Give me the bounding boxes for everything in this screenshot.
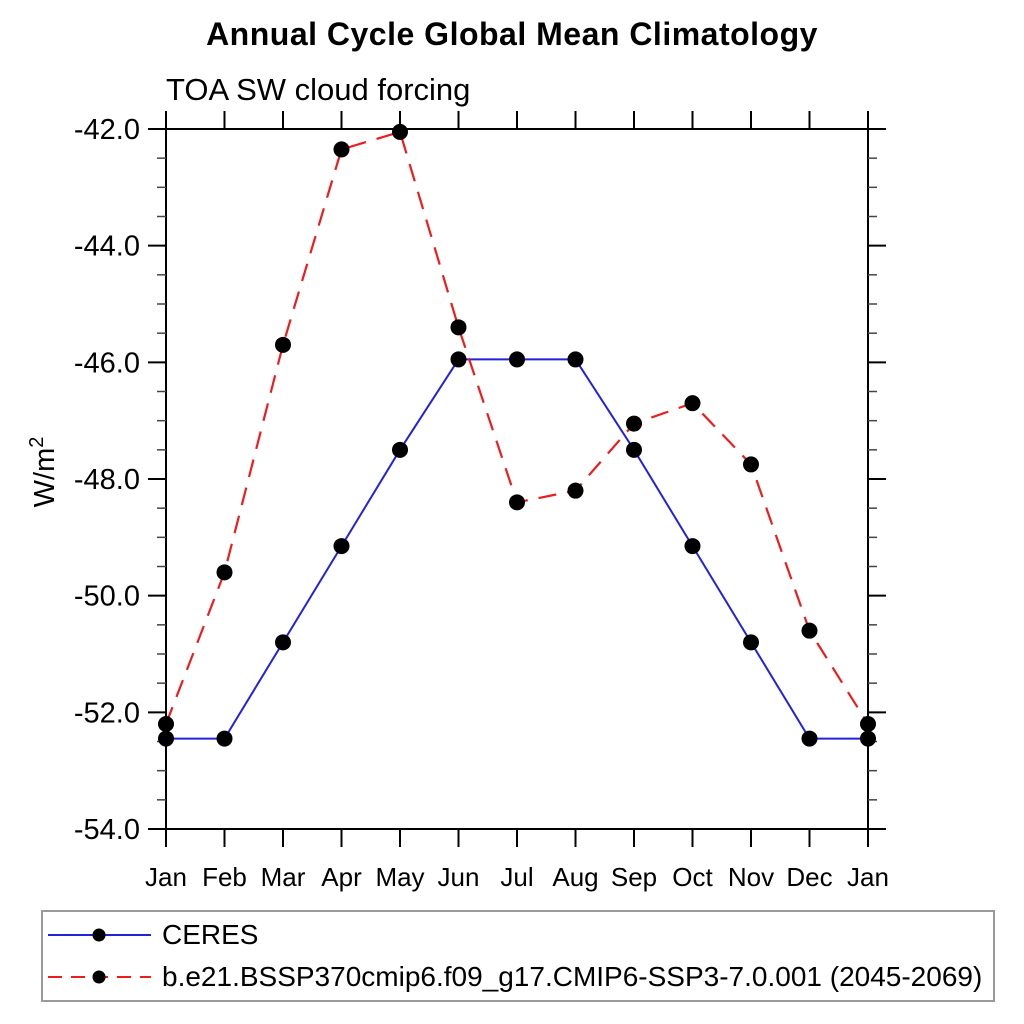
x-tick-label: Nov — [728, 862, 774, 892]
legend-label-model: b.e21.BSSP370cmip6.f09_g17.CMIP6-SSP3-7.… — [162, 961, 983, 992]
legend-item-model: b.e21.BSSP370cmip6.f09_g17.CMIP6-SSP3-7.… — [43, 956, 993, 998]
data-point-marker — [392, 441, 408, 458]
data-point-marker — [626, 441, 642, 458]
x-tick-label: Jan — [145, 862, 187, 892]
data-point-marker — [509, 351, 525, 368]
series-line-ceres — [166, 358, 868, 740]
legend: CERES b.e21.BSSP370cmip6.f09_g17.CMIP6-S… — [41, 910, 995, 1002]
data-point-marker — [333, 538, 350, 555]
data-point-marker — [450, 351, 467, 368]
data-point-marker — [801, 622, 818, 639]
data-point-marker — [567, 482, 584, 499]
data-point-marker — [743, 634, 759, 651]
data-point-marker — [567, 351, 584, 368]
data-point-marker — [450, 319, 467, 336]
x-tick-label: Sep — [611, 862, 657, 892]
x-tick-label: Jan — [847, 862, 889, 892]
legend-item-ceres: CERES — [43, 914, 993, 956]
data-point-marker — [392, 123, 408, 140]
y-tick-label: -44.0 — [74, 231, 140, 263]
y-tick-label: -52.0 — [74, 697, 140, 729]
y-tick-label: -54.0 — [74, 814, 140, 846]
data-point-marker — [626, 415, 642, 432]
chart-title: Annual Cycle Global Mean Climatology — [206, 16, 818, 52]
data-point-marker — [684, 395, 701, 412]
x-tick-label: Jun — [438, 862, 480, 892]
x-tick-label: Aug — [552, 862, 598, 892]
data-point-marker — [801, 730, 818, 747]
x-tick-label: Dec — [786, 862, 832, 892]
y-tick-label: -42.0 — [74, 114, 140, 146]
legend-dashed-line-swatch — [48, 970, 151, 984]
x-tick-label: Feb — [202, 862, 247, 892]
data-point-marker — [158, 730, 174, 747]
y-tick-label: -50.0 — [74, 581, 140, 613]
data-point-marker — [684, 538, 701, 555]
data-point-marker — [275, 634, 291, 651]
data-point-marker — [860, 716, 876, 732]
x-tick-label: Jul — [500, 862, 533, 892]
data-point-marker — [333, 141, 350, 158]
data-point-marker — [158, 716, 174, 732]
data-point-marker — [216, 730, 233, 747]
legend-solid-line-swatch — [48, 928, 151, 942]
x-tick-label: May — [375, 862, 424, 892]
series-line-model — [164, 130, 869, 725]
chart-subtitle: TOA SW cloud forcing — [166, 72, 471, 107]
legend-label-ceres: CERES — [162, 919, 259, 950]
x-tick-label: Apr — [321, 862, 362, 892]
y-tick-label: -48.0 — [74, 464, 140, 496]
data-point-marker — [216, 564, 233, 581]
data-point-marker — [743, 456, 759, 473]
y-tick-label: -46.0 — [74, 347, 140, 379]
data-point-marker — [860, 730, 876, 747]
data-point-marker — [275, 336, 291, 353]
x-tick-label: Mar — [261, 862, 306, 892]
x-tick-label: Oct — [672, 862, 713, 892]
data-point-marker — [509, 494, 525, 511]
